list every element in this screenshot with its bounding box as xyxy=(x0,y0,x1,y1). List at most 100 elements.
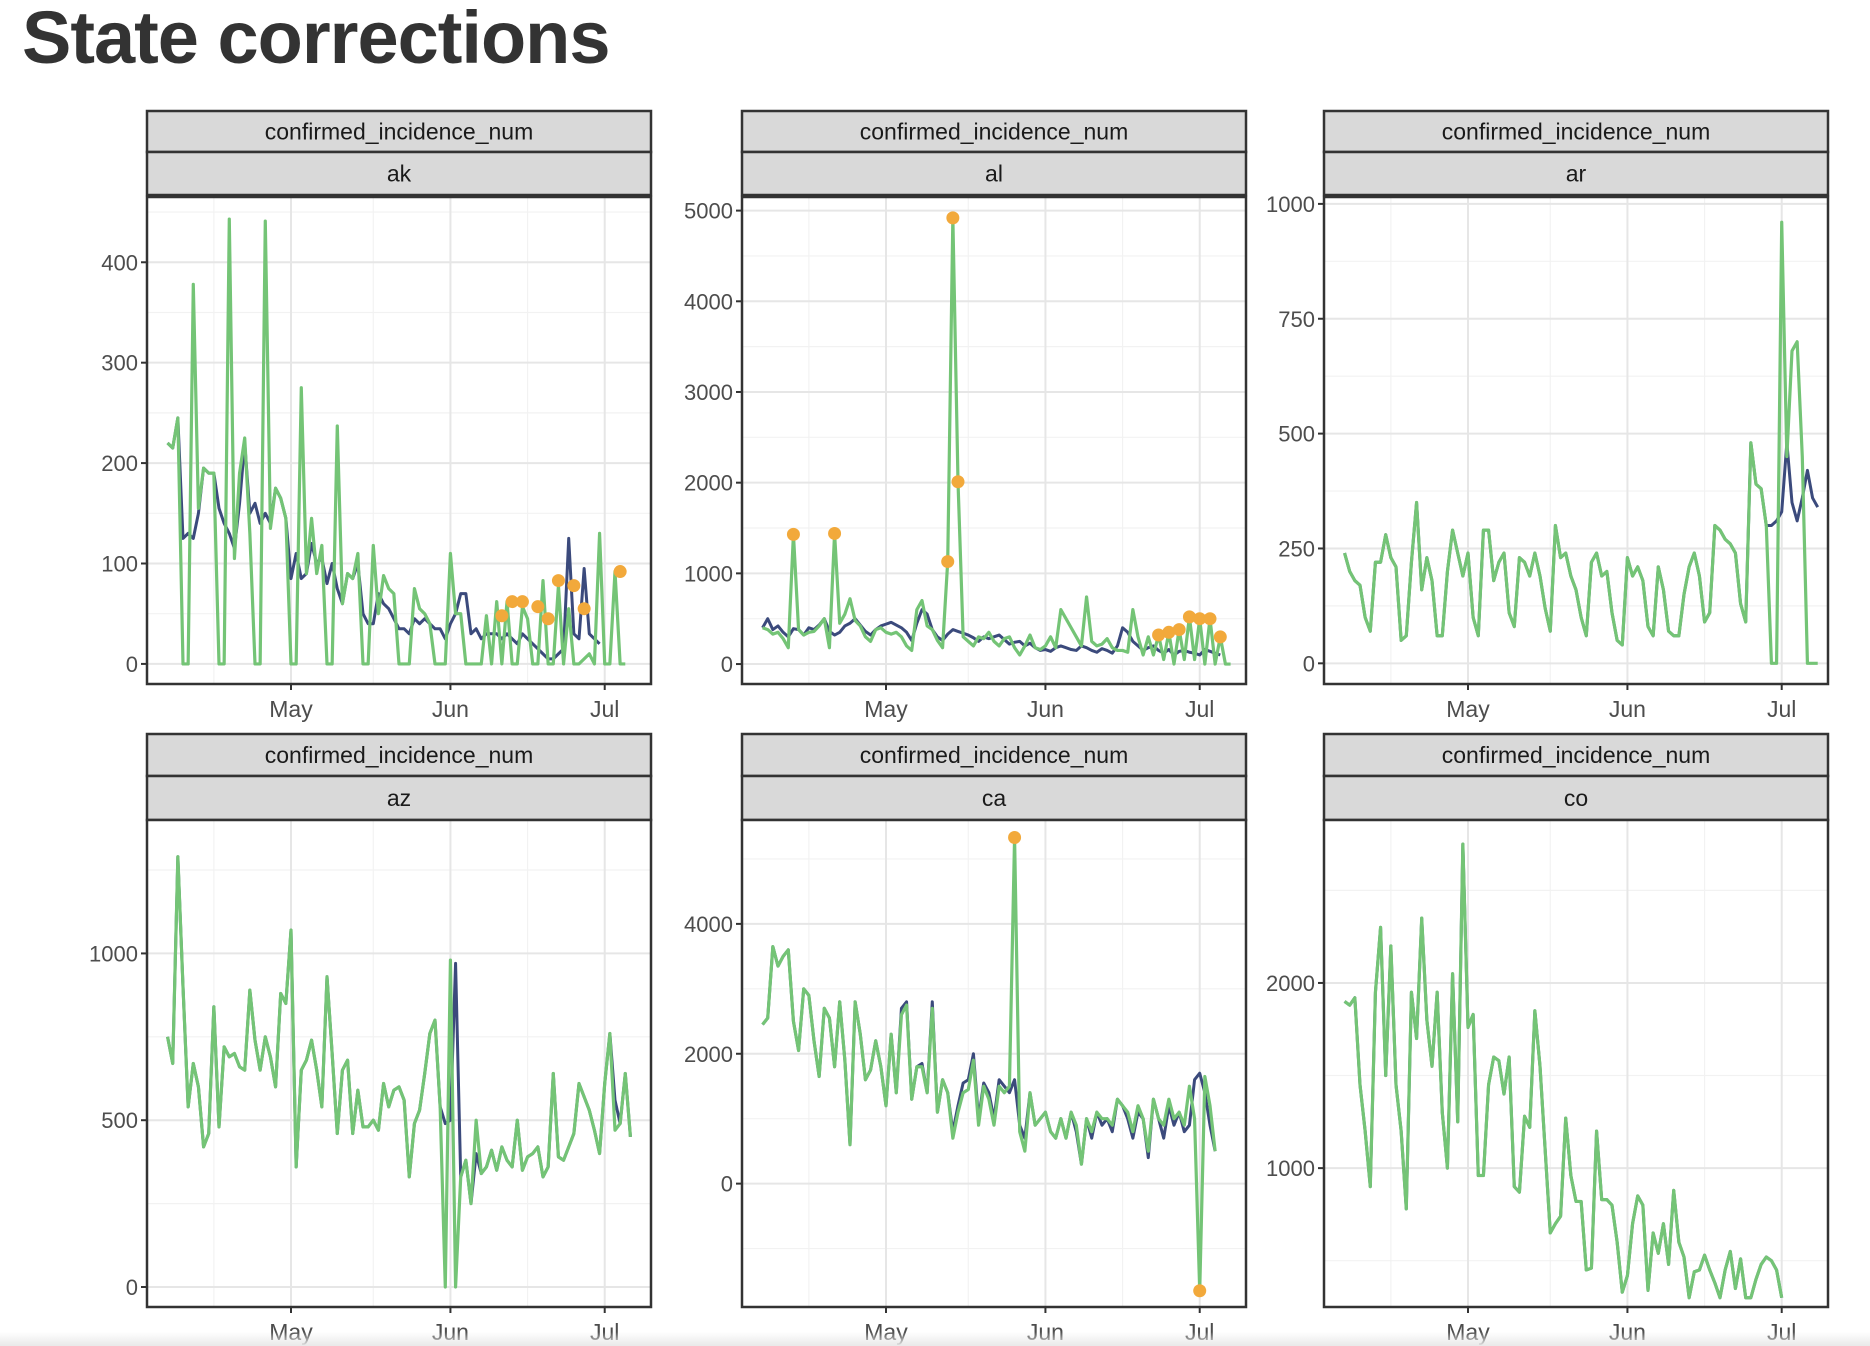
flagged-point xyxy=(941,555,955,569)
x-tick-label: Jul xyxy=(590,696,619,722)
y-tick-label: 0 xyxy=(721,1172,733,1197)
flagged-point xyxy=(828,526,842,540)
facet-strip-geo-label: ar xyxy=(1566,161,1587,187)
facet-strip-geo-label: co xyxy=(1564,785,1588,811)
series-line-corrected xyxy=(761,835,1217,1293)
facet-strip-variable-label: confirmed_incidence_num xyxy=(1442,742,1711,768)
series-line-original xyxy=(166,416,601,661)
flagged-point xyxy=(505,595,519,609)
x-tick-label: Jun xyxy=(1027,696,1064,722)
series-line-corrected xyxy=(1343,842,1784,1300)
y-tick-label: 4000 xyxy=(684,912,733,937)
flagged-point xyxy=(1193,1284,1207,1298)
plot-background xyxy=(1324,820,1828,1307)
x-tick-label: Jun xyxy=(432,696,469,722)
series-line-corrected xyxy=(1343,220,1818,665)
flagged-point xyxy=(786,527,800,541)
flagged-point xyxy=(613,565,627,579)
facet-strip-geo xyxy=(145,150,653,197)
plot-background xyxy=(147,820,651,1307)
facet-strip-geo-label: az xyxy=(387,785,411,811)
flagged-point xyxy=(946,211,960,225)
facet-strip-geo xyxy=(1322,150,1830,197)
y-tick-label: 100 xyxy=(101,552,138,577)
facet-strip-geo xyxy=(145,774,653,822)
facet-strip-variable xyxy=(145,109,653,154)
panel-border xyxy=(145,818,653,1309)
flagged-point xyxy=(1162,625,1176,639)
flagged-point xyxy=(531,600,545,614)
y-tick-label: 0 xyxy=(721,652,733,677)
y-tick-label: 1000 xyxy=(684,561,733,586)
y-tick-label: 2000 xyxy=(1266,971,1315,996)
plot-background xyxy=(742,197,1246,684)
y-tick-label: 200 xyxy=(101,451,138,476)
y-tick-label: 750 xyxy=(1278,307,1315,332)
panel-border xyxy=(740,818,1248,1309)
x-tick-label: May xyxy=(1446,696,1490,722)
flagged-point xyxy=(1182,610,1196,624)
y-tick-label: 1000 xyxy=(1266,192,1315,217)
series-line-corrected xyxy=(166,855,633,1289)
plot-background xyxy=(742,820,1246,1307)
panel-border xyxy=(740,195,1248,686)
facet-strip-variable xyxy=(1322,109,1830,154)
facet-strip-geo xyxy=(740,774,1248,822)
flagged-point xyxy=(1203,612,1217,626)
facet-strip-geo-label: al xyxy=(985,161,1003,187)
y-tick-label: 300 xyxy=(101,351,138,376)
panel-border xyxy=(1322,195,1830,686)
facet-panel-ca: confirmed_incidence_numca020004000MayJun… xyxy=(684,732,1248,1345)
flagged-point xyxy=(1152,628,1166,642)
flagged-point xyxy=(1213,630,1227,644)
y-tick-label: 500 xyxy=(101,1108,138,1133)
flagged-point xyxy=(951,475,965,489)
facet-strip-geo-label: ak xyxy=(387,161,412,187)
facet-strip-geo xyxy=(740,150,1248,197)
facet-strip-geo-label: ca xyxy=(982,785,1007,811)
x-tick-label: Jun xyxy=(1609,696,1646,722)
y-tick-label: 3000 xyxy=(684,380,733,405)
y-tick-label: 2000 xyxy=(684,471,733,496)
facet-panel-az: confirmed_incidence_numaz05001000MayJunJ… xyxy=(89,732,653,1345)
flagged-point xyxy=(1193,612,1207,626)
y-tick-label: 1000 xyxy=(1266,1156,1315,1181)
plot-background xyxy=(147,197,651,684)
series-line-corrected xyxy=(762,216,1231,666)
x-tick-label: Jul xyxy=(1185,696,1214,722)
flagged-point xyxy=(577,602,591,616)
facet-panel-co: confirmed_incidence_numco10002000MayJunJ… xyxy=(1266,732,1830,1345)
y-tick-label: 250 xyxy=(1278,536,1315,561)
facet-strip-variable-label: confirmed_incidence_num xyxy=(265,742,534,768)
window-bottom-edge xyxy=(0,1332,1870,1346)
facet-strip-variable-label: confirmed_incidence_num xyxy=(265,119,534,145)
facet-strip-variable-label: confirmed_incidence_num xyxy=(1442,119,1711,145)
y-tick-label: 0 xyxy=(126,1275,138,1300)
x-tick-label: May xyxy=(864,696,908,722)
y-tick-label: 4000 xyxy=(684,289,733,314)
flagged-point xyxy=(551,574,565,588)
facet-strip-variable xyxy=(740,732,1248,778)
flagged-point xyxy=(515,595,529,609)
page-title: State corrections xyxy=(22,0,611,79)
x-tick-label: May xyxy=(269,696,313,722)
series-line-corrected xyxy=(166,217,626,666)
y-tick-label: 400 xyxy=(101,250,138,275)
panel-border xyxy=(1322,818,1830,1309)
y-tick-label: 1000 xyxy=(89,941,138,966)
facet-strip-variable-label: confirmed_incidence_num xyxy=(860,119,1129,145)
panel-border xyxy=(145,195,653,686)
flagged-point xyxy=(541,612,555,626)
y-tick-label: 0 xyxy=(1303,651,1315,676)
y-tick-label: 5000 xyxy=(684,199,733,224)
flagged-point xyxy=(495,609,509,623)
facet-strip-variable xyxy=(145,732,653,778)
y-tick-label: 2000 xyxy=(684,1042,733,1067)
flagged-point xyxy=(567,579,581,593)
x-tick-label: Jul xyxy=(1767,696,1796,722)
facet-strip-variable-label: confirmed_incidence_num xyxy=(860,742,1129,768)
